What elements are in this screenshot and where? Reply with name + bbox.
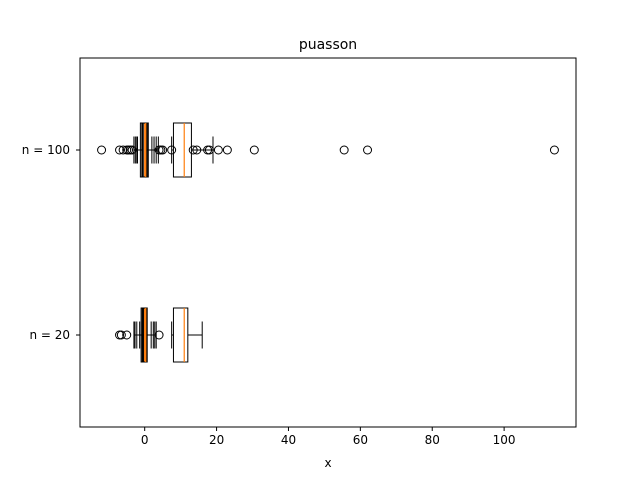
x-tick-label: 0 <box>141 433 149 447</box>
x-tick-label: 60 <box>353 433 368 447</box>
outlier-point <box>188 145 198 155</box>
outlier-point <box>192 145 202 155</box>
outlier-point <box>115 145 125 155</box>
outlier-point <box>97 145 107 155</box>
outlier-point <box>118 145 128 155</box>
box-n20-4 <box>133 307 156 363</box>
x-tick-label: 40 <box>281 433 296 447</box>
iqr-box <box>172 122 192 178</box>
outlier-point <box>363 145 373 155</box>
outlier-point <box>222 145 232 155</box>
box-n20-0 <box>171 307 203 363</box>
outlier-point <box>122 330 132 340</box>
y-tick-label: n = 100 <box>22 143 70 157</box>
outlier-point <box>549 145 559 155</box>
chart-title: puasson <box>299 37 357 53</box>
y-tick-label: n = 20 <box>29 328 70 342</box>
x-tick-label: 100 <box>493 433 516 447</box>
outlier-point <box>339 145 349 155</box>
x-tick-label: 80 <box>425 433 440 447</box>
box-n100-4 <box>133 122 155 178</box>
outlier-point <box>204 145 214 155</box>
box-n100-0 <box>171 122 559 178</box>
plot-area <box>97 122 559 363</box>
outlier-point <box>249 145 259 155</box>
outlier-point <box>167 145 177 155</box>
outlier-point <box>213 145 223 155</box>
x-axis-label: x <box>324 456 331 470</box>
axes-frame <box>79 57 577 428</box>
iqr-box <box>172 307 189 363</box>
x-tick-label: 20 <box>209 433 224 447</box>
outlier-point <box>116 330 126 340</box>
iqr-box <box>142 122 147 178</box>
